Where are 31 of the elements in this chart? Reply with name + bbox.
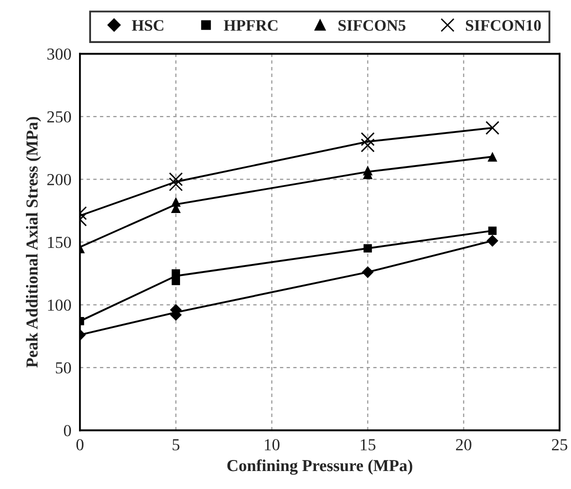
point xyxy=(168,177,183,192)
point xyxy=(360,138,375,152)
y-tick-label: 250 xyxy=(47,111,71,122)
y-tick-label: 0 xyxy=(64,425,71,436)
legend-label: HSC xyxy=(132,20,164,31)
legend-label: HPFRC xyxy=(224,20,278,31)
x-tick-label: 15 xyxy=(360,439,376,450)
legend-label: SIFCON10 xyxy=(466,20,541,31)
y-axis-title: Peak Additional Axial Stress (MPa) xyxy=(26,117,42,368)
x-tick-label: 0 xyxy=(76,439,84,450)
y-tick-label: 50 xyxy=(56,362,71,374)
x-axis-title: Confining Pressure (MPa) xyxy=(227,459,412,475)
y-tick-label: 200 xyxy=(47,174,71,186)
y-tick-label: 100 xyxy=(48,300,71,311)
legend-label: SIFCON5 xyxy=(338,20,406,31)
point xyxy=(172,269,180,278)
point xyxy=(360,132,375,146)
x-tick-label: 25 xyxy=(552,439,568,450)
point xyxy=(172,276,180,286)
point xyxy=(168,172,183,186)
point xyxy=(488,226,497,235)
point xyxy=(364,244,372,252)
x-tick-label: 5 xyxy=(172,439,180,450)
point xyxy=(486,234,498,247)
point xyxy=(362,266,374,278)
y-tick-label: 150 xyxy=(48,236,71,248)
point xyxy=(488,152,498,162)
y-tick-label: 300 xyxy=(47,48,71,60)
point xyxy=(485,120,500,135)
x-tick-label: 10 xyxy=(264,439,280,450)
x-tick-label: 20 xyxy=(456,439,472,450)
